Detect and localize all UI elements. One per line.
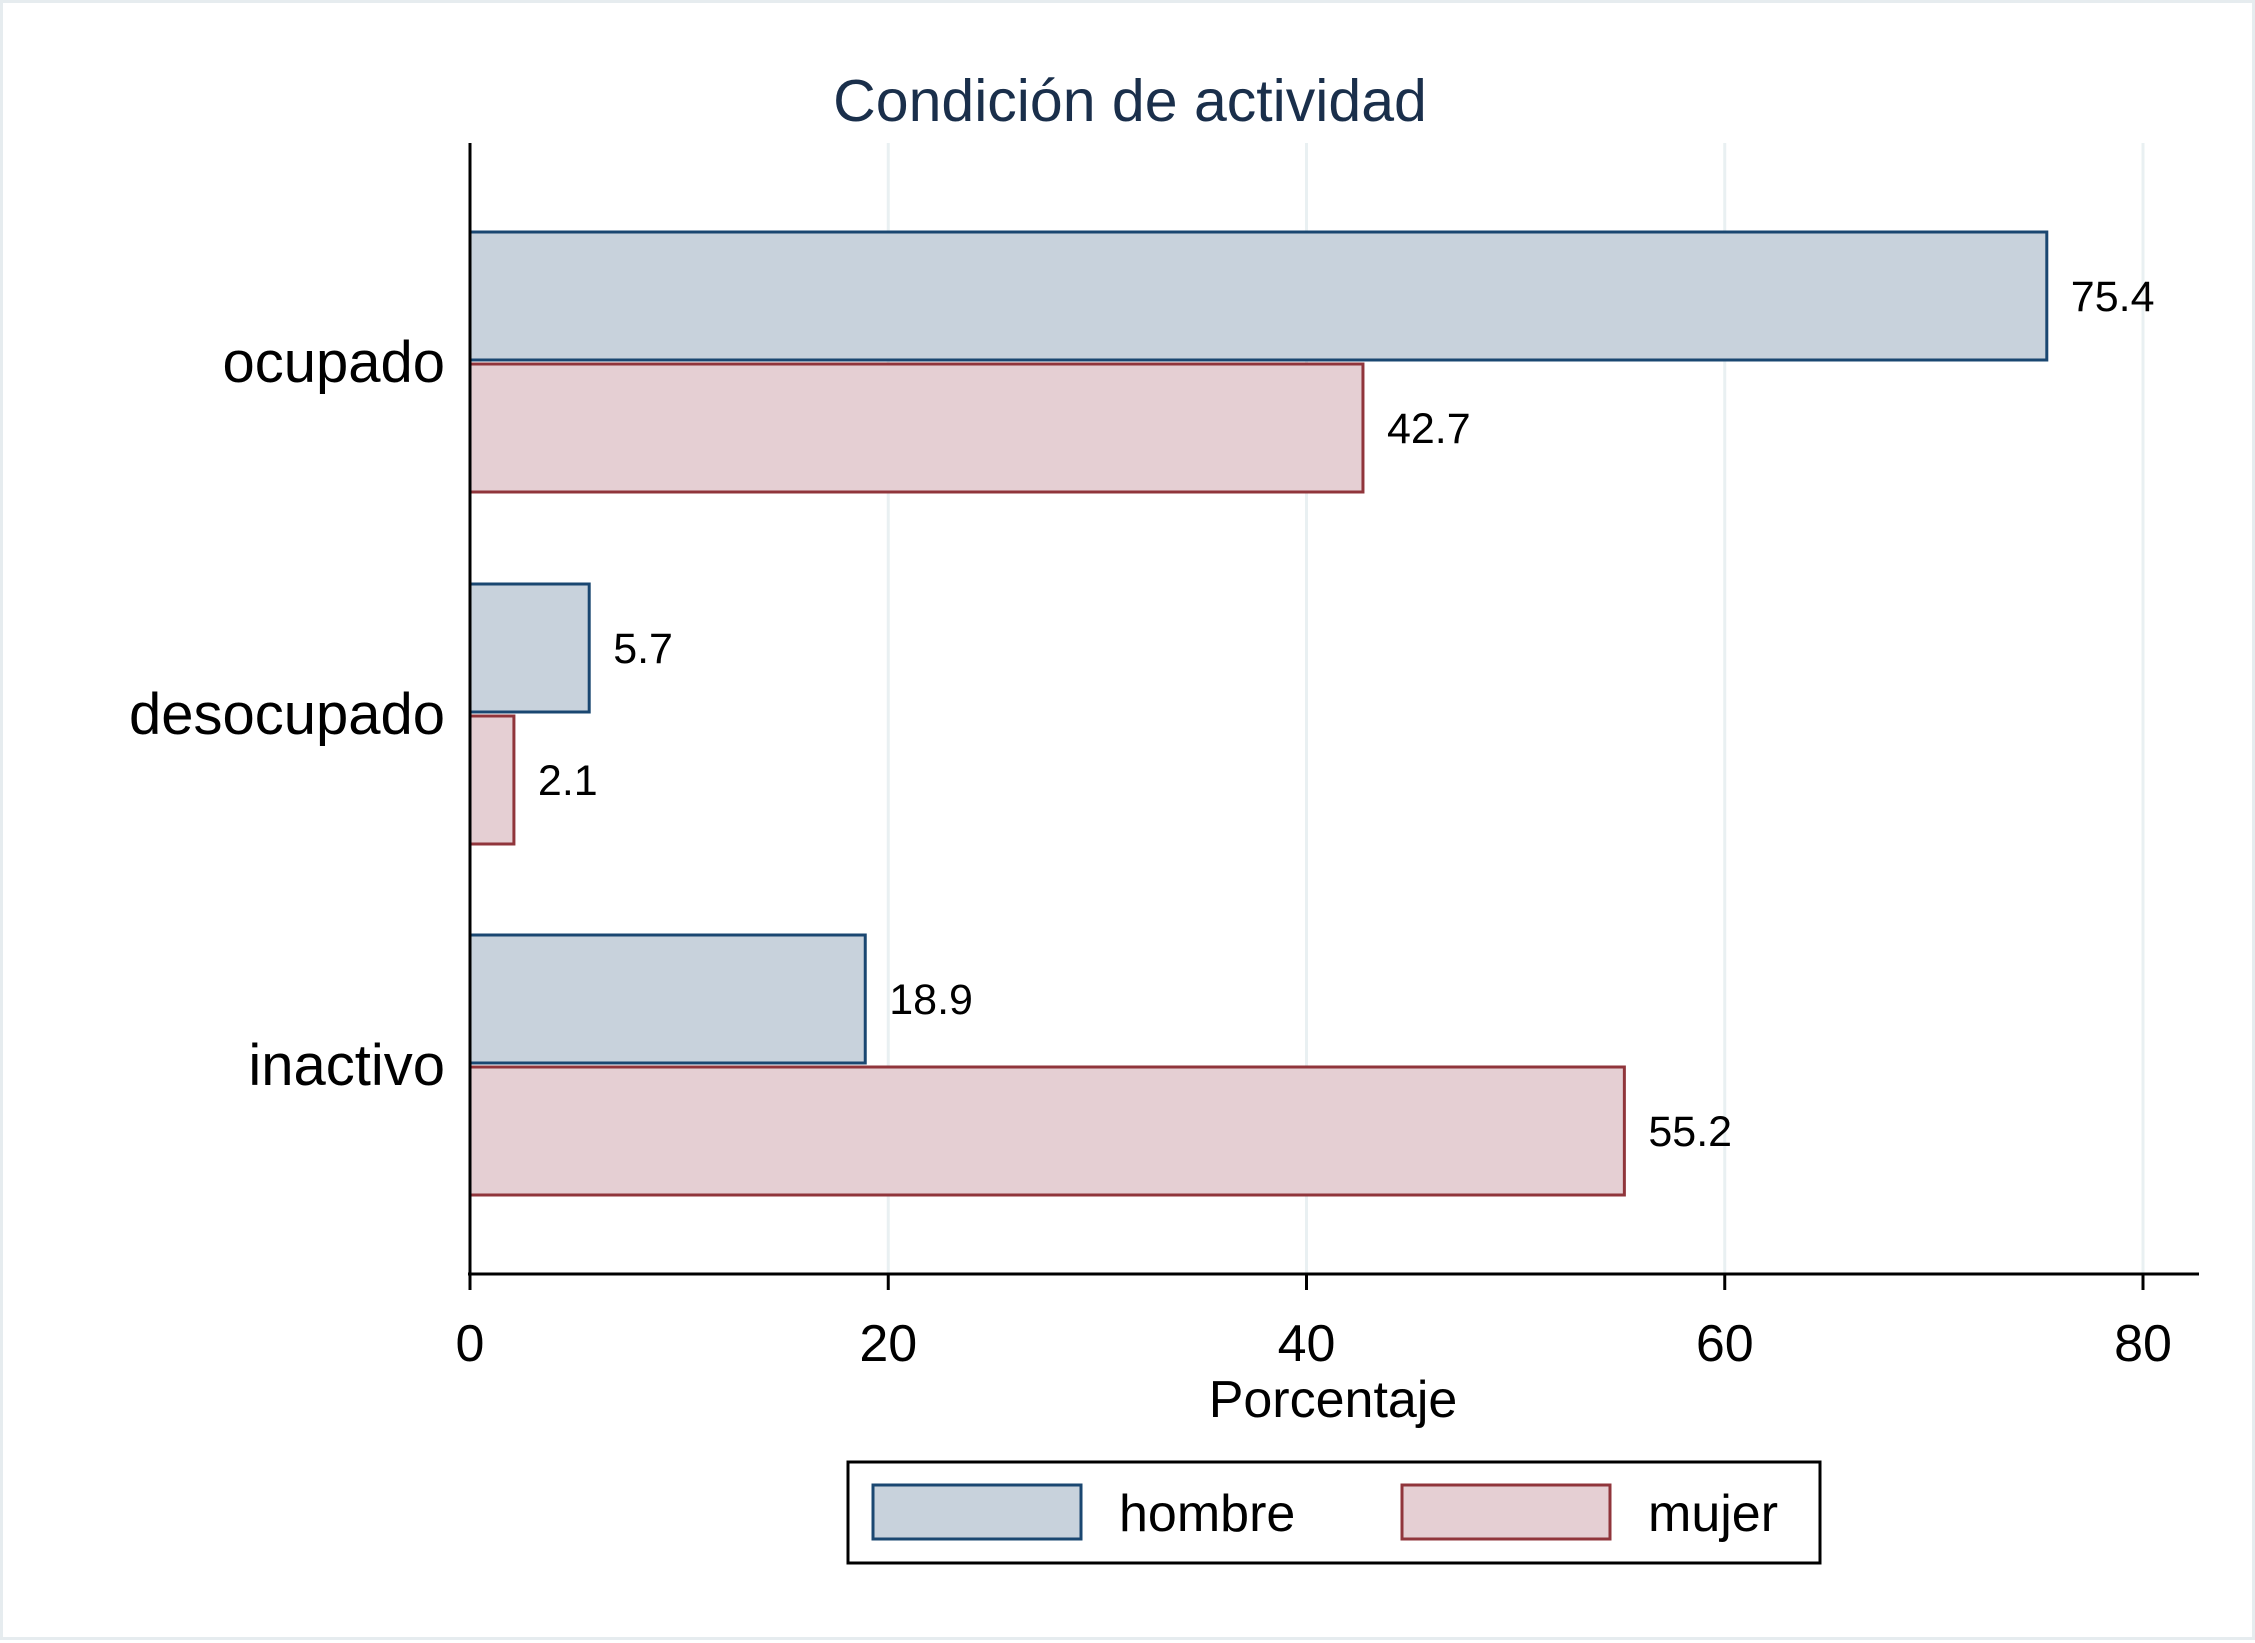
bar-mujer-ocupado <box>468 362 1365 494</box>
x-axis-ticks: 0 20 40 60 80 <box>456 1274 2172 1373</box>
x-tick-label-80: 80 <box>2114 1315 2172 1373</box>
value-labels: 75.4 42.7 5.7 2.1 18.9 55.2 <box>538 273 2155 1156</box>
value-label-hombre-inactivo: 18.9 <box>889 976 973 1024</box>
legend-label-hombre: hombre <box>1119 1485 1295 1543</box>
legend-swatch-hombre <box>871 1483 1083 1541</box>
bar-hombre-desocupado <box>468 582 591 714</box>
value-label-hombre-desocupado: 5.7 <box>613 625 673 673</box>
bars <box>468 230 2049 1197</box>
x-tick-label-20: 20 <box>859 1315 917 1373</box>
category-label-desocupado: desocupado <box>129 682 445 747</box>
chart-title: Condición de actividad <box>833 68 1427 134</box>
category-labels: ocupado desocupado inactivo <box>129 330 445 1098</box>
bar-hombre-ocupado <box>468 230 2049 362</box>
value-label-mujer-ocupado: 42.7 <box>1387 405 1471 453</box>
x-tick-label-0: 0 <box>456 1315 485 1373</box>
legend-swatch-mujer <box>1400 1483 1612 1541</box>
x-tick-label-40: 40 <box>1278 1315 1336 1373</box>
legend-label-mujer: mujer <box>1648 1485 1778 1543</box>
value-label-mujer-inactivo: 55.2 <box>1648 1108 1732 1156</box>
bar-mujer-inactivo <box>468 1065 1626 1197</box>
x-axis-label: Porcentaje <box>1209 1371 1458 1429</box>
bar-chart: Condición de actividad 75.4 42.7 5.7 2.1 18.… <box>129 68 2199 1565</box>
category-label-inactivo: inactivo <box>248 1033 445 1098</box>
bar-hombre-inactivo <box>468 933 867 1065</box>
x-tick-label-60: 60 <box>1696 1315 1754 1373</box>
value-label-hombre-ocupado: 75.4 <box>2071 273 2155 321</box>
value-label-mujer-desocupado: 2.1 <box>538 757 598 805</box>
bar-mujer-desocupado <box>468 714 516 846</box>
axes <box>468 143 2199 1276</box>
category-label-ocupado: ocupado <box>222 330 445 395</box>
legend: hombre mujer <box>846 1460 1822 1565</box>
